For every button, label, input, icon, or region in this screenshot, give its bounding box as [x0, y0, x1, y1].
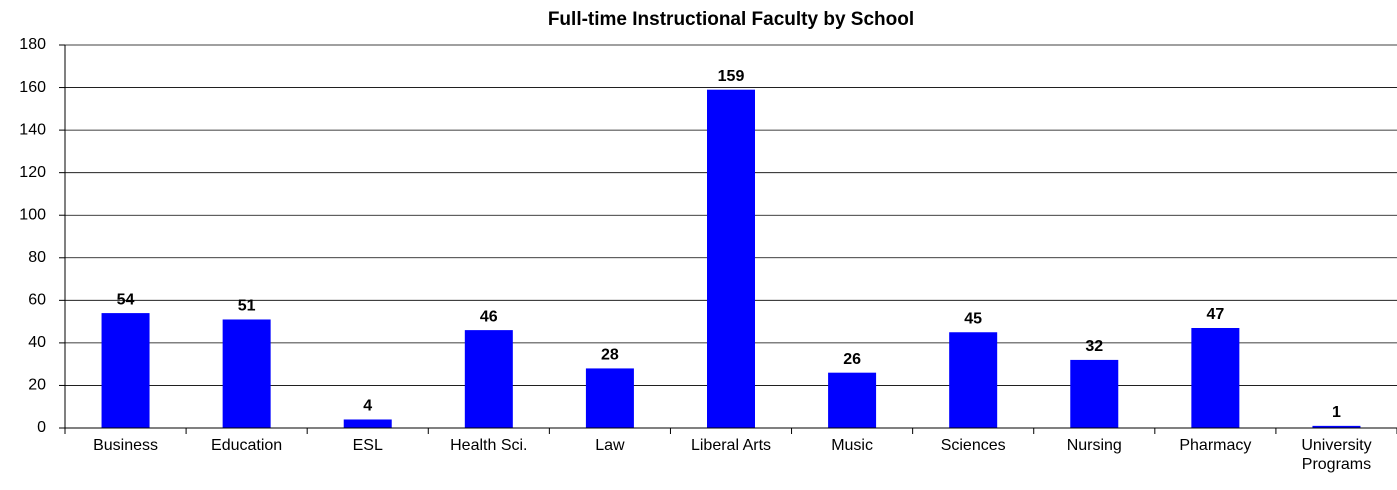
x-tick-label: Liberal Arts — [690, 437, 772, 454]
data-label: 54 — [117, 291, 135, 308]
bar — [1312, 425, 1361, 428]
x-tick-label: Health Sci. — [450, 437, 528, 454]
bar — [1070, 359, 1119, 428]
y-tick-label: 160 — [19, 79, 46, 96]
y-tick-label: 120 — [19, 164, 46, 181]
x-tick-label: University Programs — [1301, 437, 1372, 473]
y-tick-label: 20 — [28, 377, 46, 394]
data-label: 28 — [601, 347, 619, 364]
x-tick-label: Music — [831, 437, 873, 454]
bar — [222, 319, 271, 428]
x-tick-label: Education — [211, 437, 283, 454]
x-tick-label-box: University Programs — [1301, 437, 1372, 473]
bar — [101, 313, 150, 428]
x-tick-label-box: Music — [831, 437, 873, 454]
data-label: 4 — [363, 398, 372, 415]
y-tick-label: 60 — [28, 292, 46, 309]
x-tick-label-box: Nursing — [1066, 437, 1122, 454]
x-tick-label-box: Pharmacy — [1179, 437, 1252, 454]
y-tick-label: 100 — [19, 206, 46, 223]
x-tick-label-box: Liberal Arts — [690, 437, 772, 454]
x-tick-label-box: ESL — [352, 437, 383, 454]
bar — [949, 332, 998, 428]
y-tick-label: 180 — [19, 36, 46, 53]
y-tick-label: 40 — [28, 334, 46, 351]
data-label: 26 — [843, 351, 861, 368]
bar — [343, 419, 392, 428]
x-tick-label: Law — [595, 437, 625, 454]
x-tick-label-box: Health Sci. — [450, 437, 528, 454]
chart-title: Full-time Instructional Faculty by Schoo… — [548, 9, 914, 30]
data-label: 47 — [1206, 306, 1224, 323]
bar — [1191, 327, 1240, 428]
y-tick-label: 80 — [28, 249, 46, 266]
bar — [464, 330, 513, 428]
x-tick-label: ESL — [352, 437, 383, 454]
y-tick-label: 0 — [37, 419, 46, 436]
data-label: 1 — [1332, 404, 1341, 421]
x-tick-label: Nursing — [1066, 437, 1122, 454]
x-tick-label: Pharmacy — [1179, 437, 1252, 454]
bar — [828, 372, 877, 428]
x-tick-label: Sciences — [940, 437, 1006, 454]
bar — [585, 368, 634, 428]
x-tick-label: Business — [93, 437, 158, 454]
y-tick-label: 140 — [19, 121, 46, 138]
x-tick-label-box: Business — [93, 437, 158, 454]
x-tick-label-box: Education — [211, 437, 283, 454]
data-label: 159 — [718, 68, 745, 85]
bar — [707, 89, 755, 428]
data-label: 45 — [964, 310, 982, 327]
data-label: 51 — [238, 298, 256, 315]
x-tick-label-box: Law — [595, 437, 625, 454]
data-label: 32 — [1085, 338, 1103, 355]
data-label: 46 — [480, 308, 498, 325]
x-tick-label-box: Sciences — [940, 437, 1006, 454]
